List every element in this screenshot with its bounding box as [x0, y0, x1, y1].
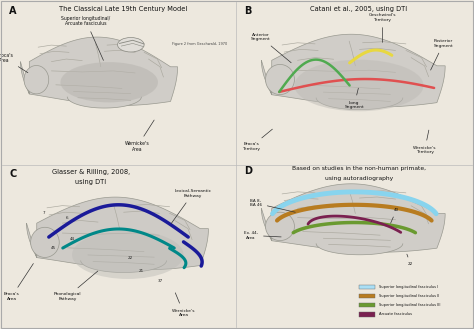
Text: Superior longitudinal fasciculus III: Superior longitudinal fasciculus III	[379, 303, 440, 307]
Text: Broca's
Area: Broca's Area	[4, 264, 33, 301]
Text: Posterior
Segment: Posterior Segment	[430, 39, 453, 70]
Ellipse shape	[61, 62, 158, 102]
Text: Wernicke's
Area: Wernicke's Area	[172, 293, 195, 317]
Text: A: A	[9, 7, 17, 16]
Text: Superior longitudinal/
Arcuate fasciculus: Superior longitudinal/ Arcuate fasciculu…	[62, 15, 110, 60]
Polygon shape	[261, 184, 445, 252]
Ellipse shape	[31, 227, 59, 257]
Text: Wernicke's
Territory: Wernicke's Territory	[413, 130, 437, 154]
Text: 6: 6	[66, 216, 69, 220]
Ellipse shape	[265, 212, 294, 240]
Text: C: C	[9, 169, 17, 179]
Text: Broca's
Area: Broca's Area	[0, 53, 28, 73]
Text: 37: 37	[158, 279, 163, 283]
Text: Long
Segment: Long Segment	[345, 88, 364, 109]
Text: Catani et al., 2005, using DTI: Catani et al., 2005, using DTI	[310, 7, 408, 13]
Polygon shape	[27, 197, 209, 270]
Text: Lexical-Semantic
Pathway: Lexical-Semantic Pathway	[171, 189, 211, 223]
Ellipse shape	[265, 64, 294, 94]
Text: Anterior
Segment: Anterior Segment	[251, 33, 291, 63]
Text: Superior longitudinal fasciculus II: Superior longitudinal fasciculus II	[379, 294, 439, 298]
Text: 45: 45	[51, 246, 56, 250]
Polygon shape	[261, 34, 445, 107]
Ellipse shape	[294, 60, 424, 111]
Text: 21: 21	[139, 269, 144, 273]
Text: 44: 44	[70, 237, 74, 240]
Text: 40: 40	[391, 208, 399, 223]
Ellipse shape	[24, 65, 49, 94]
Polygon shape	[20, 37, 178, 106]
Polygon shape	[316, 243, 403, 255]
Text: Broca's
Territory: Broca's Territory	[242, 129, 273, 151]
Text: 22: 22	[407, 254, 413, 266]
Text: Superior longitudinal fasciculus I: Superior longitudinal fasciculus I	[379, 285, 438, 289]
Text: Wernicke's
Area: Wernicke's Area	[125, 120, 154, 152]
Text: 22: 22	[128, 256, 133, 260]
Text: Phonological
Pathway: Phonological Pathway	[54, 271, 98, 301]
Text: Glasser & Rilling, 2008,: Glasser & Rilling, 2008,	[52, 169, 130, 175]
Polygon shape	[67, 97, 141, 108]
Polygon shape	[81, 261, 166, 272]
Bar	[359, 294, 375, 298]
Bar	[359, 312, 375, 316]
Ellipse shape	[72, 231, 183, 279]
Text: Arcuate fasciculus: Arcuate fasciculus	[379, 312, 412, 316]
Text: B: B	[244, 7, 251, 16]
Text: Ex. 44,
Area: Ex. 44, Area	[244, 231, 281, 240]
Text: Figure 2 from Geschwald, 1970: Figure 2 from Geschwald, 1970	[172, 42, 228, 46]
Text: BA 8,
BA 46: BA 8, BA 46	[250, 199, 295, 212]
Text: The Classical Late 19th Century Model: The Classical Late 19th Century Model	[59, 7, 187, 13]
Polygon shape	[316, 98, 403, 110]
Text: using autoradiography: using autoradiography	[325, 176, 393, 181]
Bar	[359, 303, 375, 308]
Ellipse shape	[118, 38, 144, 52]
Text: 7: 7	[43, 211, 46, 215]
Text: using DTI: using DTI	[75, 179, 106, 185]
Text: Geschwind's
Territory: Geschwind's Territory	[369, 13, 396, 42]
Bar	[359, 285, 375, 290]
Text: D: D	[244, 166, 252, 176]
Text: Based on studies in the non-human primate,: Based on studies in the non-human primat…	[292, 166, 426, 171]
